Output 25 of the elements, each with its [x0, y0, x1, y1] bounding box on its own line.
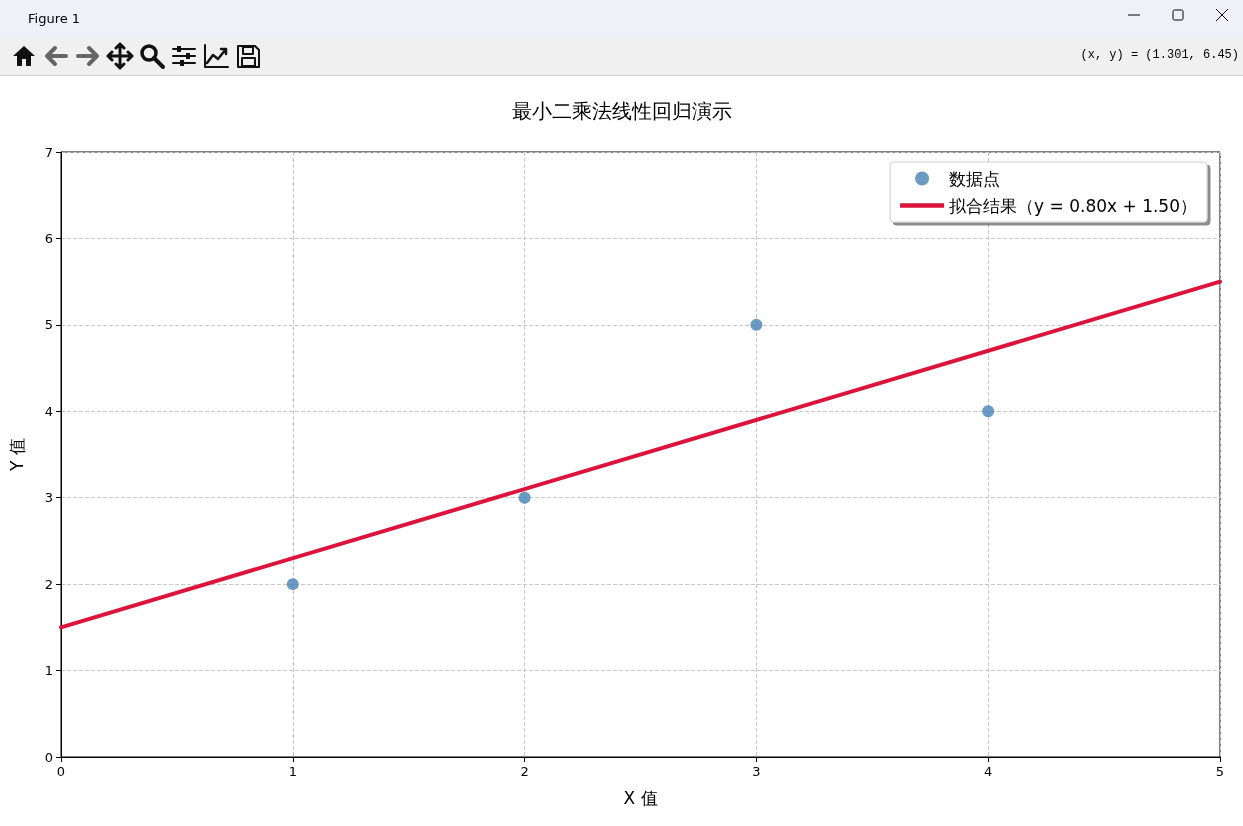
point	[750, 318, 763, 331]
y-tick-label: 0	[44, 749, 53, 765]
x-tick-label: 1	[288, 764, 297, 779]
y-tick-label: 7	[44, 144, 53, 160]
point	[286, 578, 299, 591]
point	[518, 491, 531, 504]
x-tick-label: 5	[1215, 764, 1225, 779]
caption: Figure 1	[28, 10, 81, 26]
y-axis-title: Y 值	[6, 438, 27, 472]
y-tick-label: 4	[44, 403, 53, 419]
y-tick-label: 5	[44, 317, 53, 333]
legend-label: 拟合结果（y = 0.80x + 1.50）	[949, 195, 1198, 216]
legend-label: 数据点	[949, 168, 1001, 189]
chart-title: 最小二乘法线性回归演示	[511, 99, 732, 123]
x-tick-label: 2	[520, 764, 529, 779]
x-axis-title: X 值	[623, 787, 658, 808]
x-tick-label: 3	[752, 764, 761, 779]
x-tick-label: 0	[56, 764, 66, 779]
y-tick-label: 1	[44, 663, 53, 679]
y-tick-label: 3	[44, 490, 53, 506]
y-tick-label: 6	[44, 230, 53, 246]
text: (x, y) = (1.301, 6.45)	[1080, 48, 1239, 62]
point	[982, 405, 995, 418]
x-tick-label: 4	[984, 764, 993, 779]
y-tick-label: 2	[44, 576, 53, 592]
